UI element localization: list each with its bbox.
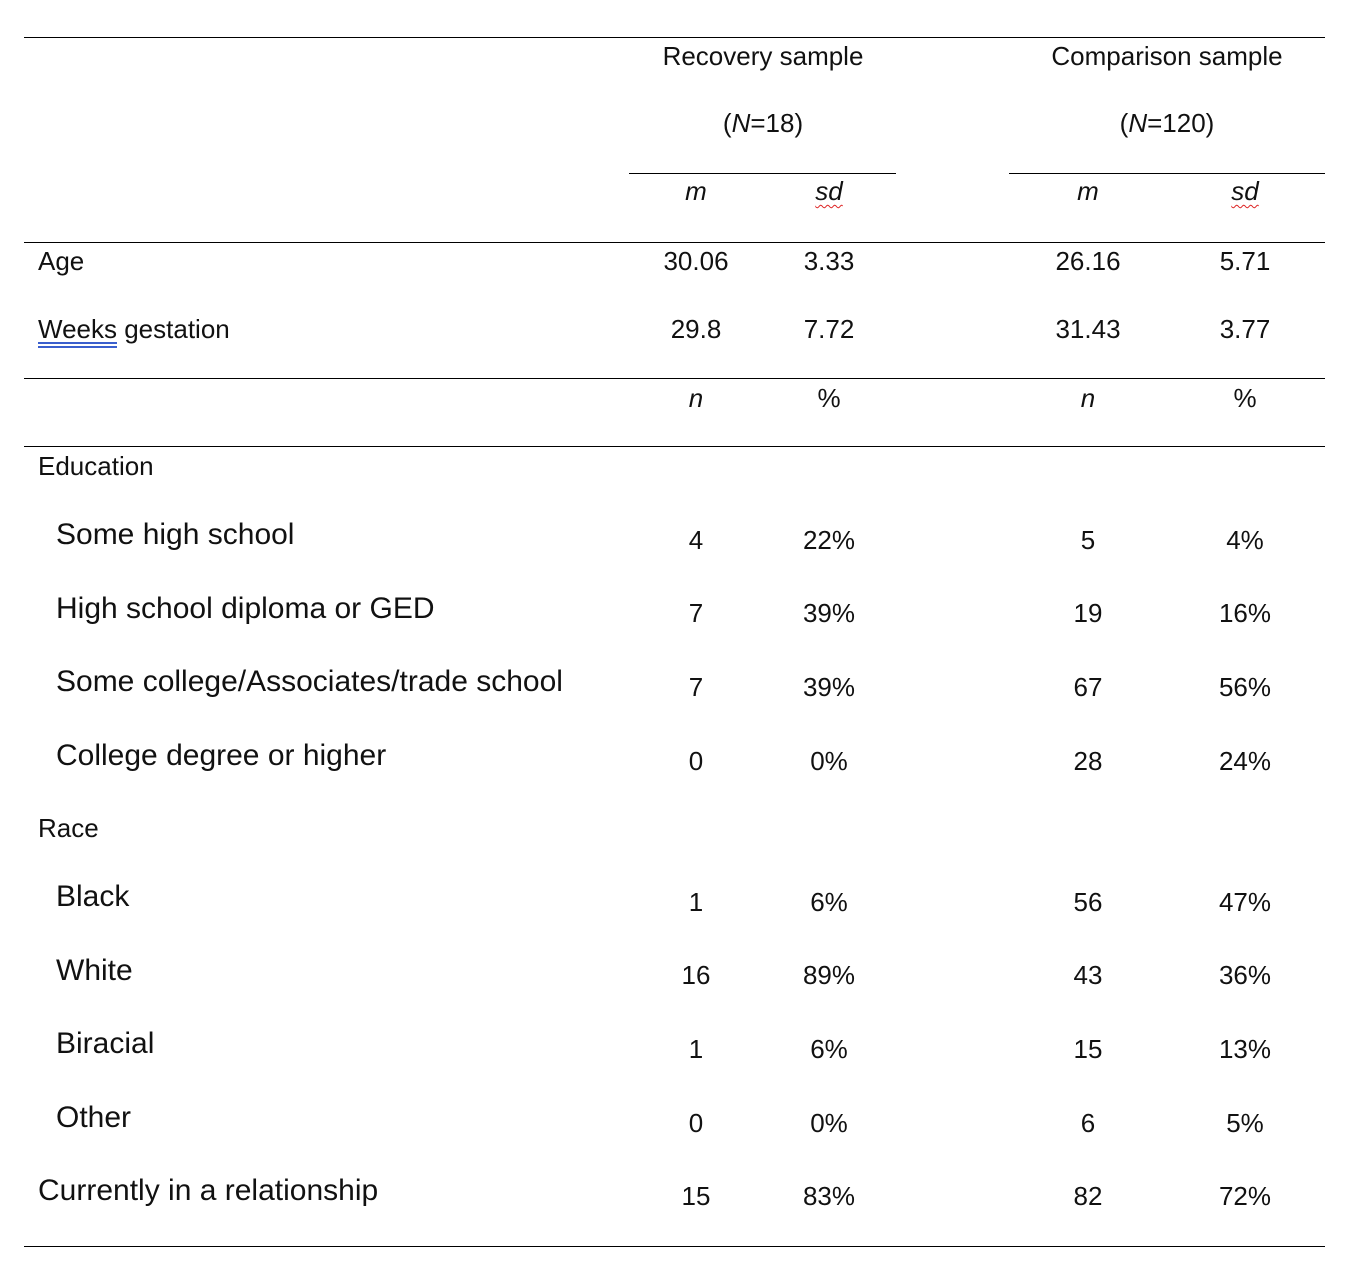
recovery-count-header: n [688, 383, 704, 413]
cell-value: 1 [688, 887, 704, 917]
cell-value: 15 [1073, 1034, 1103, 1064]
top-rule [24, 37, 1325, 38]
cell-value: 39% [802, 598, 856, 628]
cell-value: 39% [802, 672, 856, 702]
cell-value: 83% [802, 1181, 856, 1211]
cell-value: 7 [688, 598, 704, 628]
row-label-age: Age [38, 246, 85, 276]
cell-value: 16% [1218, 598, 1272, 628]
comparison-group-rule [1009, 173, 1325, 174]
row-label: Black [56, 880, 130, 913]
cell-value: 3.33 [803, 246, 855, 276]
cell-value: 15 [681, 1181, 711, 1211]
row-label: Other [56, 1101, 132, 1134]
cell-value: 5.71 [1219, 246, 1271, 276]
cell-value: 89% [802, 960, 856, 990]
section-label-education: Education [38, 451, 154, 481]
cell-value: 43 [1073, 960, 1103, 990]
cell-value: 30.06 [663, 246, 729, 276]
cell-value: 29.8 [670, 314, 722, 344]
comparison-sd-header: sd [1231, 176, 1259, 206]
recovery-mean-header: m [685, 176, 707, 206]
cell-value: 22% [802, 525, 856, 555]
row-label: Some high school [56, 518, 295, 551]
cell-value: 0 [688, 746, 704, 776]
bottom-rule [24, 1246, 1325, 1247]
comparison-count-header: n [1080, 383, 1096, 413]
cell-value: 3.77 [1219, 314, 1271, 344]
categorical-header-rule [24, 446, 1325, 447]
row-label: Some college/Associates/trade school [56, 665, 563, 698]
row-label: White [56, 954, 133, 987]
cell-value: 0% [810, 1108, 848, 1138]
cell-value: 36% [1218, 960, 1272, 990]
cell-value: 4% [1226, 525, 1264, 555]
cell-value: 72% [1218, 1181, 1272, 1211]
row-label-weeks-gestation: Weeks gestation [38, 314, 230, 344]
cell-value: 19 [1073, 598, 1103, 628]
continuous-section-rule [24, 378, 1325, 379]
cell-value: 56 [1073, 887, 1103, 917]
recovery-percent-header: % [817, 383, 841, 413]
cell-value: 6% [810, 1034, 848, 1064]
section-label-race: Race [38, 813, 99, 843]
recovery-group-rule [629, 173, 896, 174]
cell-value: 31.43 [1055, 314, 1121, 344]
cell-value: 13% [1218, 1034, 1272, 1064]
cell-value: 16 [681, 960, 711, 990]
recovery-sample-size: (N=18) [722, 108, 804, 138]
cell-value: 24% [1218, 746, 1272, 776]
comparison-percent-header: % [1233, 383, 1257, 413]
row-label: High school diploma or GED [56, 592, 435, 625]
cell-value: 67 [1073, 672, 1103, 702]
recovery-sd-header: sd [815, 176, 843, 206]
header-bottom-rule [24, 242, 1325, 243]
cell-value: 56% [1218, 672, 1272, 702]
comparison-sample-header: Comparison sample [1051, 41, 1283, 71]
cell-value: 5% [1226, 1108, 1264, 1138]
cell-value: 0% [810, 746, 848, 776]
row-label-relationship: Currently in a relationship [38, 1174, 379, 1207]
comparison-mean-header: m [1077, 176, 1099, 206]
cell-value: 4 [688, 525, 704, 555]
cell-value: 5 [1080, 525, 1096, 555]
cell-value: 7 [688, 672, 704, 702]
row-label: College degree or higher [56, 739, 387, 772]
cell-value: 26.16 [1055, 246, 1121, 276]
cell-value: 28 [1073, 746, 1103, 776]
cell-value: 0 [688, 1108, 704, 1138]
cell-value: 7.72 [803, 314, 855, 344]
cell-value: 82 [1073, 1181, 1103, 1211]
recovery-sample-header: Recovery sample [662, 41, 864, 71]
cell-value: 6 [1080, 1108, 1096, 1138]
cell-value: 6% [810, 887, 848, 917]
cell-value: 1 [688, 1034, 704, 1064]
cell-value: 47% [1218, 887, 1272, 917]
row-label: Biracial [56, 1027, 155, 1060]
comparison-sample-size: (N=120) [1119, 108, 1215, 138]
